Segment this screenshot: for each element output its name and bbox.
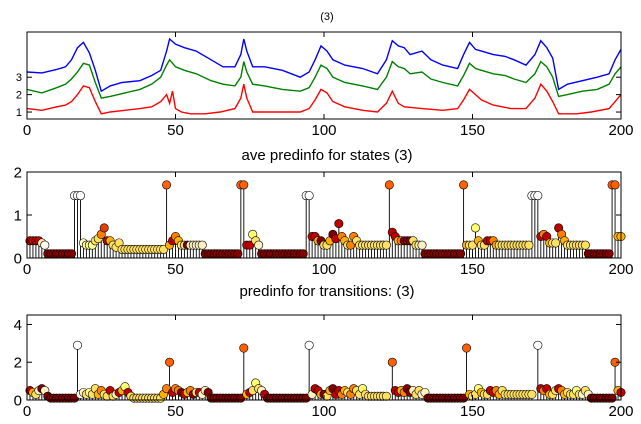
x-tick-label: 50 [167,122,184,139]
stem-marker [75,191,85,201]
panel-2-title: ave predinfo for states (3) [242,147,413,164]
panel-predinfo-transitions: predinfo for transitions: (3) 0 50 100 150 2… [14,283,634,420]
x-tick-label: 150 [460,122,485,139]
stem-marker [610,180,620,190]
y-tick-label: 4 [14,317,22,334]
stem-marker [470,223,480,233]
x-tick-label: 100 [311,261,336,278]
x-tick-label: 0 [23,122,31,139]
x-tick-label: 200 [608,122,633,139]
y-tick-label: 3 [16,72,22,84]
stem-marker [239,180,249,190]
stem-marker [298,249,308,259]
x-tick-label: 100 [311,403,336,420]
y-tick-label: 1 [16,107,22,119]
stem-marker [254,240,264,250]
y-tick-label: 0 [14,250,22,267]
y-tick-label: 2 [16,90,22,102]
x-tick-label: 0 [23,403,31,420]
y-tick-label: 2 [14,164,22,181]
series-line-1 [26,37,622,93]
stem-marker [456,249,466,259]
stem-marker [533,191,543,201]
panel-1-ticks: 0 50 100 150 200 1 2 3 [16,32,634,139]
panel-3-plot-area [25,340,626,403]
x-tick-label: 200 [608,261,633,278]
stem-marker [165,357,175,367]
x-tick-label: 50 [167,261,184,278]
stem-marker [607,393,617,403]
stem-marker [197,240,207,250]
stem-marker [40,240,50,250]
panel-ave-predinfo-states: ave predinfo for states (3) 0 50 100 150 200… [14,147,634,278]
stem-marker [162,180,172,190]
stem-marker [527,389,537,399]
stem-marker [233,249,243,259]
stem-marker [304,191,314,201]
stem-marker [533,340,543,350]
x-tick-label: 200 [608,403,633,420]
stem-marker [99,223,109,233]
x-tick-label: 150 [460,261,485,278]
stem-marker [239,343,249,353]
panel-3-ticks: 0 50 100 150 200 0 2 4 [14,315,634,420]
stem-marker [381,240,391,250]
stem-marker [462,343,472,353]
stem-marker [524,240,534,250]
panel-3-axes-box [26,314,622,401]
stem-marker [580,240,590,250]
stem-marker [387,357,397,367]
series-line-3 [26,82,622,115]
stem-marker [72,340,82,350]
series-line-2 [26,58,622,99]
stem-marker [384,180,394,190]
y-tick-label: 1 [14,207,22,224]
x-tick-label: 100 [311,122,336,139]
panel-1-title: (3) [320,11,333,23]
stem-marker [604,249,614,259]
x-tick-label: 0 [23,261,31,278]
stem-marker [381,391,391,401]
stem-marker [67,249,77,259]
panel-2-plot-area [25,180,626,259]
stem-marker [459,180,469,190]
y-tick-label: 0 [14,392,22,409]
panel-1-plot-area [26,37,622,115]
panel-2-ticks: 0 50 100 150 200 0 1 2 [14,164,634,278]
stem-marker [417,240,427,250]
x-tick-label: 50 [167,403,184,420]
panel-1-axes-box [26,31,622,120]
y-tick-label: 2 [14,355,22,372]
x-tick-label: 150 [460,403,485,420]
stem-marker [334,219,344,229]
stem-marker [304,340,314,350]
panel-3-title: predinfo for transitions: (3) [239,283,414,300]
panel-states-timeseries: (3) 0 50 100 150 200 1 2 3 [16,11,634,139]
stem-marker [551,238,561,248]
